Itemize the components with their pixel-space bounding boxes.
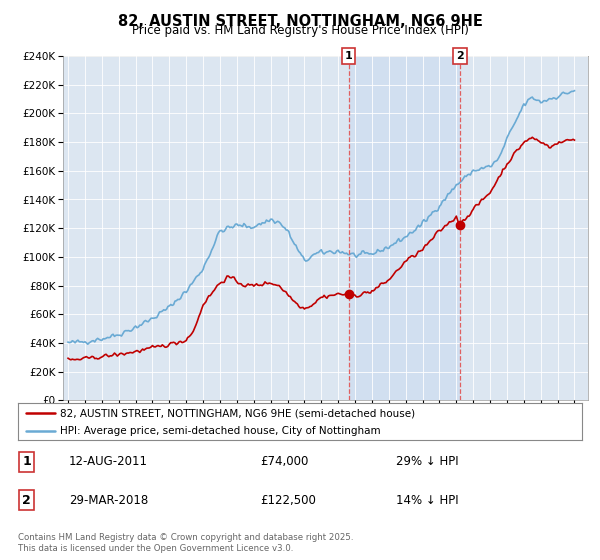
Text: HPI: Average price, semi-detached house, City of Nottingham: HPI: Average price, semi-detached house,… xyxy=(60,426,381,436)
Text: 14% ↓ HPI: 14% ↓ HPI xyxy=(396,494,458,507)
Text: Price paid vs. HM Land Registry's House Price Index (HPI): Price paid vs. HM Land Registry's House … xyxy=(131,24,469,37)
Text: 1: 1 xyxy=(22,455,31,468)
Text: £122,500: £122,500 xyxy=(260,494,316,507)
Text: 2: 2 xyxy=(22,494,31,507)
Text: £74,000: £74,000 xyxy=(260,455,309,468)
Bar xyxy=(349,56,460,400)
Text: Contains HM Land Registry data © Crown copyright and database right 2025.
This d: Contains HM Land Registry data © Crown c… xyxy=(18,533,353,553)
Text: 2: 2 xyxy=(456,51,464,61)
Text: 29-MAR-2018: 29-MAR-2018 xyxy=(69,494,148,507)
Text: 1: 1 xyxy=(345,51,353,61)
Text: 12-AUG-2011: 12-AUG-2011 xyxy=(69,455,148,468)
Text: 29% ↓ HPI: 29% ↓ HPI xyxy=(396,455,458,468)
Text: 82, AUSTIN STREET, NOTTINGHAM, NG6 9HE (semi-detached house): 82, AUSTIN STREET, NOTTINGHAM, NG6 9HE (… xyxy=(60,408,415,418)
Text: 82, AUSTIN STREET, NOTTINGHAM, NG6 9HE: 82, AUSTIN STREET, NOTTINGHAM, NG6 9HE xyxy=(118,14,482,29)
